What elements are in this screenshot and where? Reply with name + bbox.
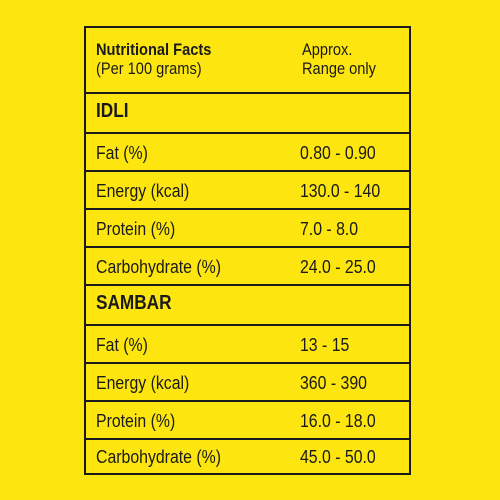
section-heading-sambar: SAMBAR xyxy=(96,292,172,314)
row-value: 130.0 - 140 xyxy=(300,181,381,201)
row-value: 360 - 390 xyxy=(300,373,367,393)
row-label: Fat (%) xyxy=(96,143,148,163)
table-row: Carbohydrate (%) 45.0 - 50.0 xyxy=(86,438,409,473)
section-heading-idli: IDLI xyxy=(96,100,129,122)
row-value: 7.0 - 8.0 xyxy=(300,219,359,239)
table-row: Carbohydrate (%) 24.0 - 25.0 xyxy=(86,246,409,284)
table-row: Energy (kcal) 130.0 - 140 xyxy=(86,170,409,208)
range-note: Approx. Range only xyxy=(302,40,376,78)
nutrition-subtitle: (Per 100 grams) xyxy=(96,59,202,78)
row-value: 24.0 - 25.0 xyxy=(300,257,376,277)
table-row: Fat (%) 13 - 15 xyxy=(86,324,409,362)
header-title-block: Nutritional Facts (Per 100 grams) xyxy=(96,40,211,78)
section-heading-row: SAMBAR xyxy=(86,284,409,324)
row-label: Protein (%) xyxy=(96,219,176,239)
row-value: 16.0 - 18.0 xyxy=(300,411,376,431)
row-label: Protein (%) xyxy=(96,411,176,431)
nutrition-facts-table: Nutritional Facts (Per 100 grams) Approx… xyxy=(84,26,411,475)
row-label: Carbohydrate (%) xyxy=(96,257,222,277)
nutrition-title: Nutritional Facts xyxy=(96,40,212,59)
row-value: 13 - 15 xyxy=(300,335,350,355)
row-value: 45.0 - 50.0 xyxy=(300,447,376,467)
table-header: Nutritional Facts (Per 100 grams) Approx… xyxy=(86,28,409,92)
row-label: Carbohydrate (%) xyxy=(96,447,222,467)
section-heading-row: IDLI xyxy=(86,92,409,132)
table-row: Protein (%) 16.0 - 18.0 xyxy=(86,400,409,438)
table-row: Protein (%) 7.0 - 8.0 xyxy=(86,208,409,246)
row-label: Fat (%) xyxy=(96,335,148,355)
row-label: Energy (kcal) xyxy=(96,181,190,201)
row-value: 0.80 - 0.90 xyxy=(300,143,376,163)
table-row: Fat (%) 0.80 - 0.90 xyxy=(86,132,409,170)
row-label: Energy (kcal) xyxy=(96,373,190,393)
table-row: Energy (kcal) 360 - 390 xyxy=(86,362,409,400)
range-note-line2: Range only xyxy=(302,59,376,78)
range-note-line1: Approx. xyxy=(302,40,353,59)
